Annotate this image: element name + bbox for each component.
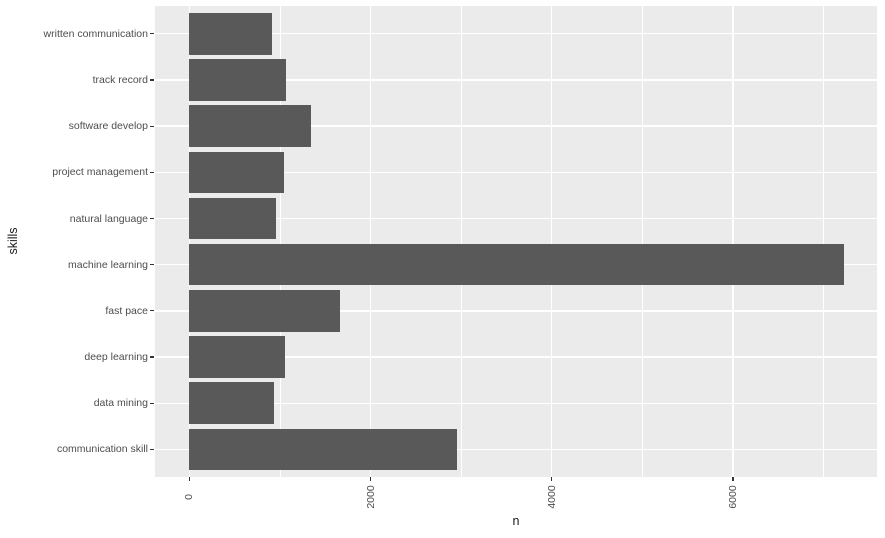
y-tick-label: project management: [52, 166, 148, 179]
bar-communication-skill: [189, 428, 457, 471]
major-gridline: [369, 6, 372, 477]
category-gridline: [155, 217, 877, 220]
y-tick-label: machine learning: [68, 258, 148, 271]
bar-data-mining: [189, 382, 274, 425]
x-tick-mark: [188, 477, 190, 481]
y-tick-label: data mining: [93, 397, 148, 410]
minor-gridline: [823, 6, 824, 477]
bar-project-management: [189, 151, 284, 194]
y-tick-label: fast pace: [105, 304, 148, 317]
y-tick-mark: [150, 217, 154, 220]
y-tick-label: software develop: [68, 120, 148, 133]
x-tick-label: 4000: [545, 485, 558, 509]
x-tick-label: 2000: [364, 485, 377, 509]
y-tick-label: written communication: [43, 27, 148, 40]
major-gridline: [188, 6, 191, 477]
x-tick-label: 0: [183, 494, 196, 500]
category-gridline: [155, 356, 877, 358]
y-tick-mark: [150, 33, 154, 35]
x-tick-mark: [370, 477, 372, 481]
bar-software-develop: [189, 105, 311, 147]
y-tick-label: track record: [92, 73, 148, 86]
bar-deep-learning: [189, 336, 285, 378]
major-gridline: [551, 6, 553, 477]
y-tick-label: natural language: [69, 212, 148, 225]
y-tick-mark: [150, 125, 154, 127]
y-tick-mark: [150, 310, 154, 312]
plot-panel: [155, 6, 877, 477]
minor-gridline: [279, 6, 281, 477]
category-gridline: [155, 171, 877, 174]
category-gridline: [155, 79, 877, 81]
major-gridline: [732, 6, 734, 477]
bar-written-communication: [189, 13, 273, 55]
category-gridline: [155, 310, 877, 312]
y-tick-mark: [150, 264, 154, 266]
y-tick-mark: [150, 171, 154, 173]
category-gridline: [155, 125, 877, 127]
minor-gridline: [642, 6, 643, 477]
y-tick-mark: [150, 448, 154, 450]
minor-gridline: [460, 6, 462, 477]
x-tick-mark: [551, 477, 553, 481]
category-gridline: [155, 448, 877, 451]
x-tick-label: 6000: [727, 485, 739, 509]
y-axis-title: skills: [6, 227, 20, 255]
bar-machine-learning: [189, 243, 845, 286]
y-tick-mark: [150, 356, 154, 358]
category-gridline: [155, 33, 877, 35]
y-tick-label: communication skill: [56, 443, 148, 456]
category-gridline: [155, 402, 877, 404]
y-tick-mark: [150, 79, 154, 81]
bar-track-record: [189, 59, 287, 101]
x-tick-mark: [732, 477, 734, 481]
bar-fast-pace: [189, 290, 341, 332]
x-axis-title: n: [512, 514, 520, 528]
y-tick-mark: [150, 402, 154, 404]
y-tick-label: deep learning: [84, 351, 148, 364]
bar-natural-language: [189, 197, 276, 240]
